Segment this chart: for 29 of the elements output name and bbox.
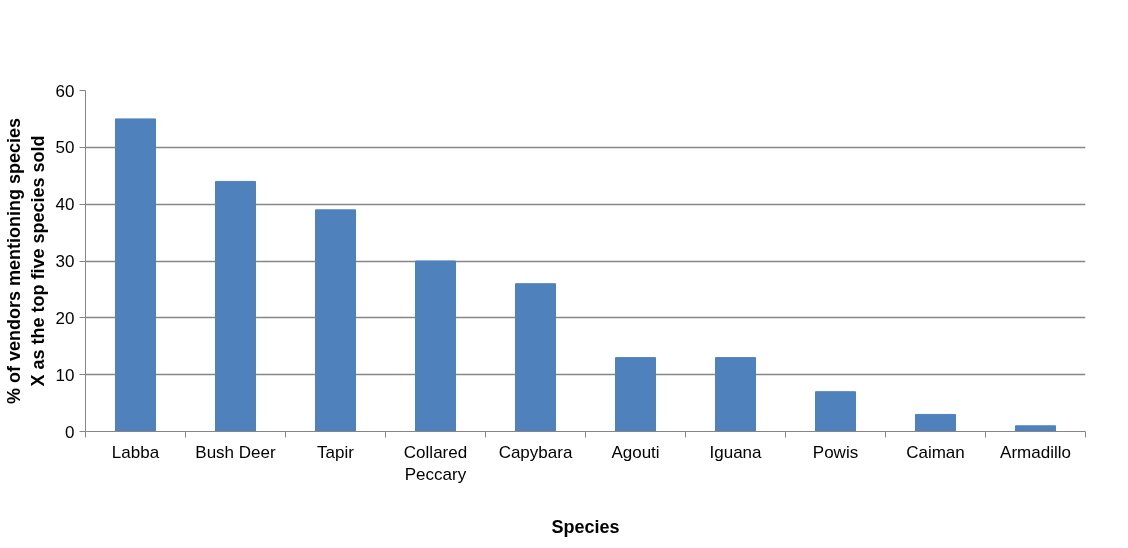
bar (815, 391, 856, 432)
bar (915, 413, 956, 432)
x-tick-label: Tapir (317, 442, 355, 462)
y-tick-label: 0 (65, 422, 75, 442)
bar (715, 357, 756, 432)
y-tick-label: 60 (55, 81, 75, 101)
y-tick-label: 50 (55, 138, 75, 158)
bar (115, 118, 156, 432)
y-tick-label: 10 (55, 365, 75, 385)
x-axis-title: Species (551, 517, 620, 538)
y-axis-title: % of vendors mentioning species X as the top five species sold (3, 117, 48, 405)
x-tick-label: Caiman (906, 442, 965, 462)
bar (515, 283, 556, 432)
y-tick-label: 20 (55, 308, 75, 328)
y-tick-label: 40 (55, 195, 75, 215)
x-tick-label: Powis (812, 442, 859, 462)
x-tick-label: Capybara (498, 442, 573, 462)
x-tick-label: Armadillo (1000, 442, 1071, 462)
bar (215, 180, 256, 432)
x-tick-label: Bush Deer (195, 442, 276, 462)
bar (415, 260, 456, 432)
y-tick-label: 30 (55, 252, 75, 271)
x-tick-label: Labba (111, 442, 160, 462)
bar (615, 357, 656, 432)
x-tick-label: Agouti (611, 442, 660, 462)
bar (1015, 425, 1056, 432)
bar (315, 209, 356, 432)
x-tick-label: Collared Peccary (403, 442, 468, 485)
x-tick-label: Iguana (709, 442, 763, 462)
